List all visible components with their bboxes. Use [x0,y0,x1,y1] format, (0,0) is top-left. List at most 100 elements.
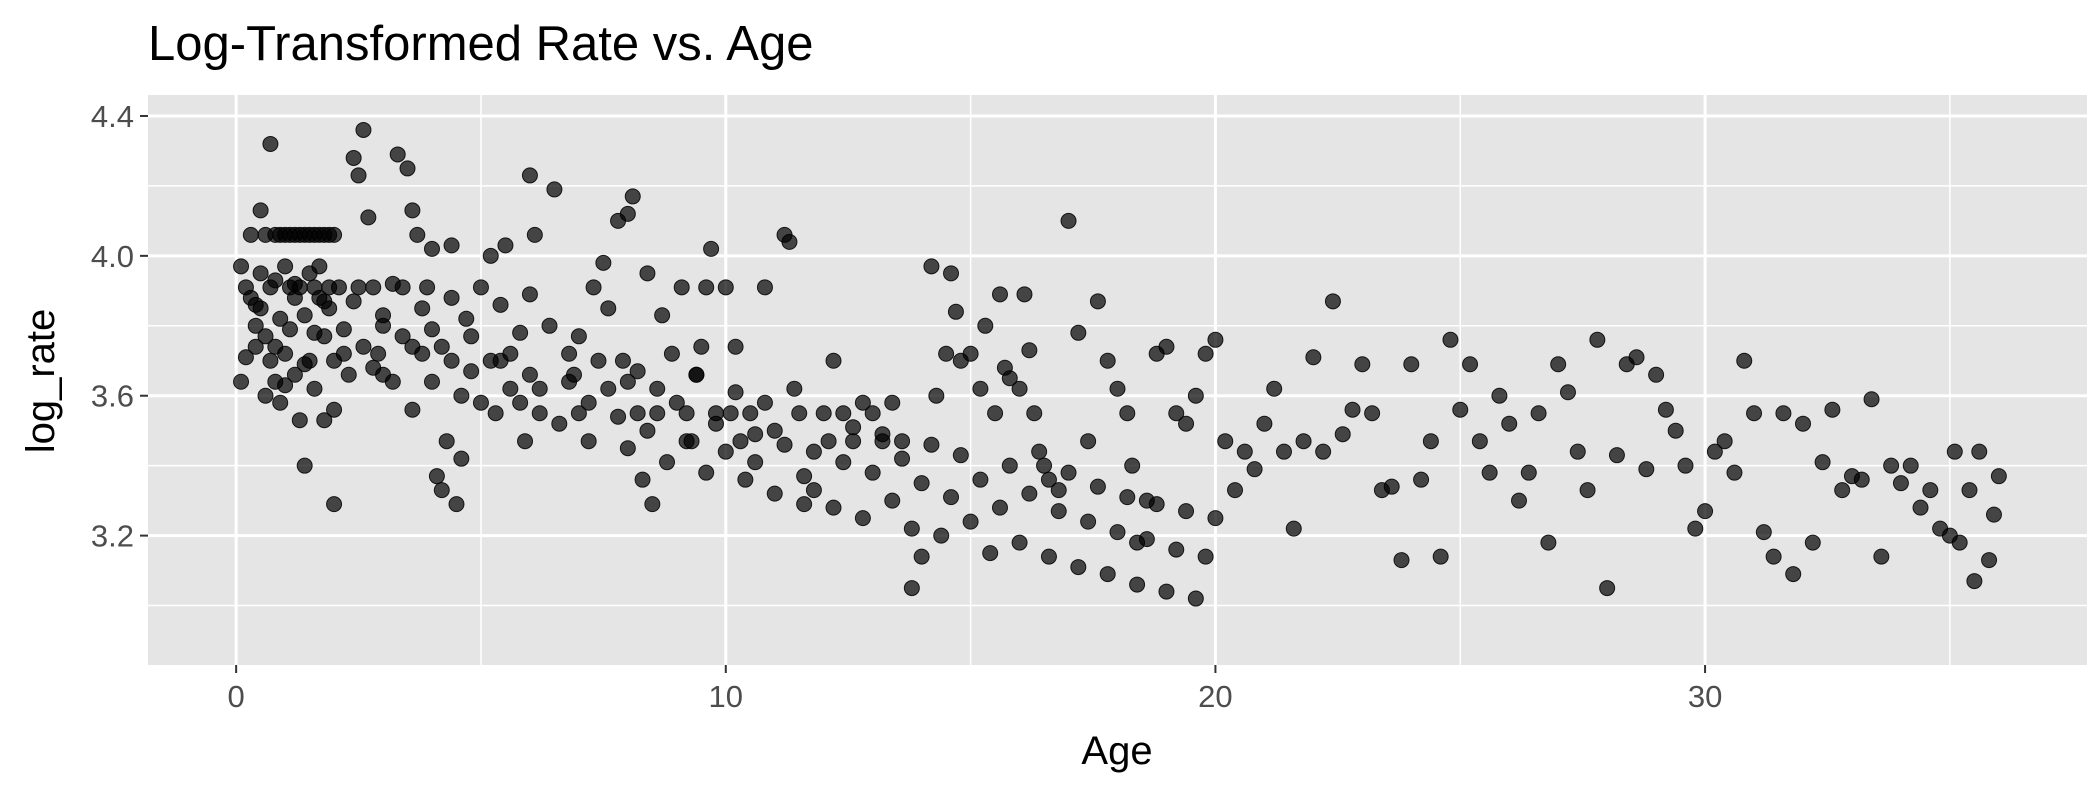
data-point [737,471,754,488]
data-point [463,328,480,345]
data-point [1148,496,1165,513]
data-point [874,426,891,443]
data-point [1951,534,1968,551]
data-point [1099,566,1116,583]
data-point [1070,324,1087,341]
data-point [384,275,401,292]
data-point [433,482,450,499]
data-point [923,436,940,453]
data-point [1031,443,1048,460]
data-point [1873,548,1890,565]
plot-panel [148,95,2087,665]
data-point [835,405,852,422]
data-point [414,300,431,317]
data-point [1912,499,1929,516]
data-point [1892,475,1909,492]
data-point [1364,405,1381,422]
data-point [1040,471,1057,488]
data-point [502,345,519,362]
data-point [1109,380,1126,397]
data-point [1001,370,1018,387]
data-point [1765,548,1782,565]
data-point [267,272,284,289]
data-point [345,149,362,166]
data-point [531,405,548,422]
data-point [913,475,930,492]
data-point [732,433,749,450]
data-point [1119,489,1136,506]
data-point [1746,405,1763,422]
data-point [928,387,945,404]
data-point [1824,401,1841,418]
data-point [644,496,661,513]
data-point [389,146,406,163]
data-point [233,258,250,275]
data-point [1452,401,1469,418]
data-point [962,513,979,530]
data-point [693,338,710,355]
data-point [355,338,372,355]
data-point [433,338,450,355]
data-point [281,321,298,338]
data-point [355,121,372,138]
data-point [1442,331,1459,348]
data-point [649,405,666,422]
data-point [316,412,333,429]
data-point [1168,541,1185,558]
data-point [1471,433,1488,450]
data-point [335,345,352,362]
data-point [1990,468,2007,485]
data-point [502,380,519,397]
data-point [375,317,392,334]
data-point [776,436,793,453]
data-point [252,202,269,219]
data-point [1099,352,1116,369]
data-point [1550,356,1567,373]
data-point [634,471,651,488]
data-point [306,324,323,341]
data-point [443,237,460,254]
data-point [1026,405,1043,422]
data-point [1863,391,1880,408]
data-point [570,328,587,345]
data-point [1804,534,1821,551]
data-point [340,366,357,383]
data-point [458,310,475,327]
data-point [443,289,460,306]
data-point [1197,548,1214,565]
data-point [1001,457,1018,474]
data-point [1354,356,1371,373]
data-point [350,167,367,184]
data-point [727,338,744,355]
y-tick-label: 3.2 [91,519,134,554]
data-point [624,188,641,205]
data-point [1589,331,1606,348]
data-point [409,226,426,243]
data-point [727,384,744,401]
data-point [1520,464,1537,481]
y-tick-label: 4.0 [91,239,134,274]
data-point [756,394,773,411]
data-point [796,496,813,513]
data-point [306,380,323,397]
data-point [296,356,313,373]
data-point [1187,590,1204,607]
data-point [472,279,489,296]
data-point [688,366,705,383]
data-point [987,405,1004,422]
data-point [825,499,842,516]
data-point [1922,482,1939,499]
data-point [242,226,259,243]
data-point [1227,482,1244,499]
data-point [1530,405,1547,422]
data-point [1726,464,1743,481]
data-point [1775,405,1792,422]
data-point [384,373,401,390]
data-point [610,408,627,425]
data-point [747,426,764,443]
x-tick-label: 30 [1688,679,1722,714]
data-point [629,405,646,422]
data-point [1667,422,1684,439]
data-point [1853,471,1870,488]
